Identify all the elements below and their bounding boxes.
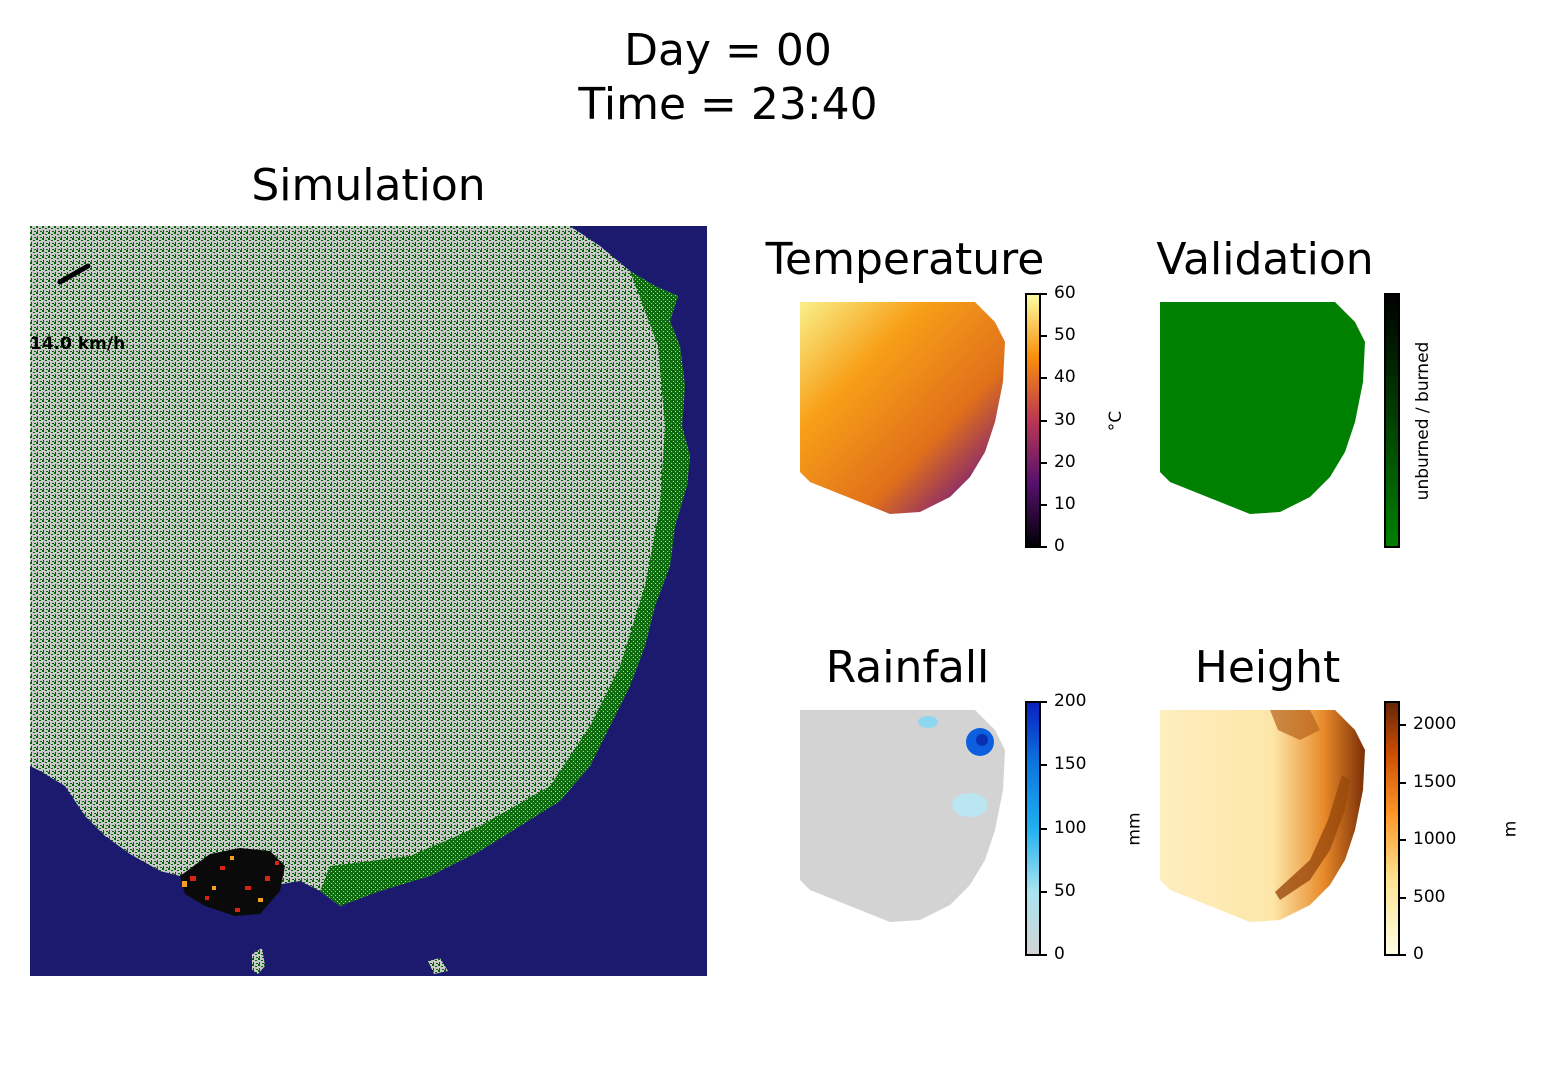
rainfall-land — [800, 710, 1005, 922]
temperature-tick-mark — [1040, 546, 1047, 548]
figure-title: Day = 00 Time = 23:40 — [0, 24, 1456, 132]
temperature-tick-mark — [1040, 503, 1047, 506]
height-tick-label: 0 — [1413, 944, 1424, 964]
rainfall-heavy-core — [976, 734, 988, 746]
temperature-tick-label: 40 — [1054, 367, 1076, 388]
land-mass — [30, 226, 690, 906]
temperature-tick-mark — [1040, 335, 1047, 338]
wind-speed-label: 14.0 km/h — [30, 334, 126, 354]
rainfall-tick-mark — [1040, 954, 1047, 956]
height-ridge — [1275, 775, 1350, 900]
temperature-tick-mark — [1040, 461, 1047, 464]
wind-arrow-icon — [57, 263, 91, 285]
temperature-tick-mark — [1040, 293, 1047, 295]
validation-title: Validation — [1156, 234, 1374, 285]
temperature-tick-label: 20 — [1054, 451, 1076, 472]
small-island — [428, 958, 448, 974]
temperature-tick-mark — [1040, 377, 1047, 380]
figure-title-time: Time = 23:40 — [578, 79, 878, 130]
rainfall-map — [800, 710, 1005, 922]
rainfall-tick-label: 150 — [1054, 754, 1087, 775]
figure-title-day: Day = 00 — [624, 25, 832, 76]
temperature-unit-label: °C — [1106, 410, 1127, 432]
rainfall-colorbar — [1025, 701, 1041, 956]
validation-colorbar — [1384, 293, 1400, 548]
temperature-tick-label: 50 — [1054, 325, 1076, 346]
temperature-map — [800, 302, 1005, 514]
height-tick-label: 2000 — [1413, 714, 1457, 734]
temperature-tick-label: 30 — [1054, 409, 1076, 430]
height-title: Height — [1194, 642, 1341, 693]
validation-land — [1160, 302, 1365, 514]
height-colorbar — [1384, 701, 1400, 956]
rainfall-tick-mark — [1040, 764, 1047, 767]
rainfall-tick-label: 0 — [1054, 944, 1065, 964]
height-tick-label: 1500 — [1413, 771, 1457, 792]
coastal-vegetation — [320, 271, 690, 906]
rainfall-unit-label: mm — [1124, 812, 1145, 846]
rainfall-tick-label: 50 — [1054, 880, 1076, 901]
temperature-land — [800, 302, 1005, 514]
rainfall-drizzle — [952, 793, 988, 817]
rainfall-light-cell — [918, 716, 938, 728]
height-tick-mark — [1399, 781, 1406, 784]
height-tick-mark — [1399, 954, 1406, 956]
temperature-tick-label: 0 — [1054, 536, 1065, 556]
tasmania-island — [252, 948, 265, 974]
temperature-tick-label: 60 — [1054, 283, 1076, 303]
height-tick-mark — [1399, 724, 1406, 726]
temperature-colorbar — [1025, 293, 1041, 548]
height-tick-mark — [1399, 896, 1406, 899]
height-unit-label: m — [1500, 820, 1521, 838]
rainfall-title: Rainfall — [825, 642, 990, 693]
rainfall-tick-label: 100 — [1054, 817, 1087, 838]
temperature-tick-label: 10 — [1054, 493, 1076, 514]
validation-colorbar-label: unburned / burned — [1413, 341, 1433, 501]
temperature-tick-mark — [1040, 419, 1047, 422]
height-tick-label: 500 — [1413, 886, 1446, 907]
temperature-title: Temperature — [765, 234, 1045, 285]
height-map — [1160, 710, 1365, 922]
rainfall-tick-mark — [1040, 890, 1047, 893]
height-tick-label: 1000 — [1413, 829, 1457, 849]
rainfall-tick-mark — [1040, 827, 1047, 830]
rainfall-tick-mark — [1040, 701, 1047, 703]
rainfall-tick-label: 200 — [1054, 691, 1087, 711]
fire-hotspots — [182, 856, 263, 902]
simulation-title: Simulation — [251, 160, 486, 211]
height-ridge-north — [1270, 710, 1320, 740]
height-tick-mark — [1399, 839, 1406, 841]
fire-embers — [190, 861, 279, 912]
validation-map — [1160, 302, 1365, 514]
simulation-map — [30, 226, 707, 976]
